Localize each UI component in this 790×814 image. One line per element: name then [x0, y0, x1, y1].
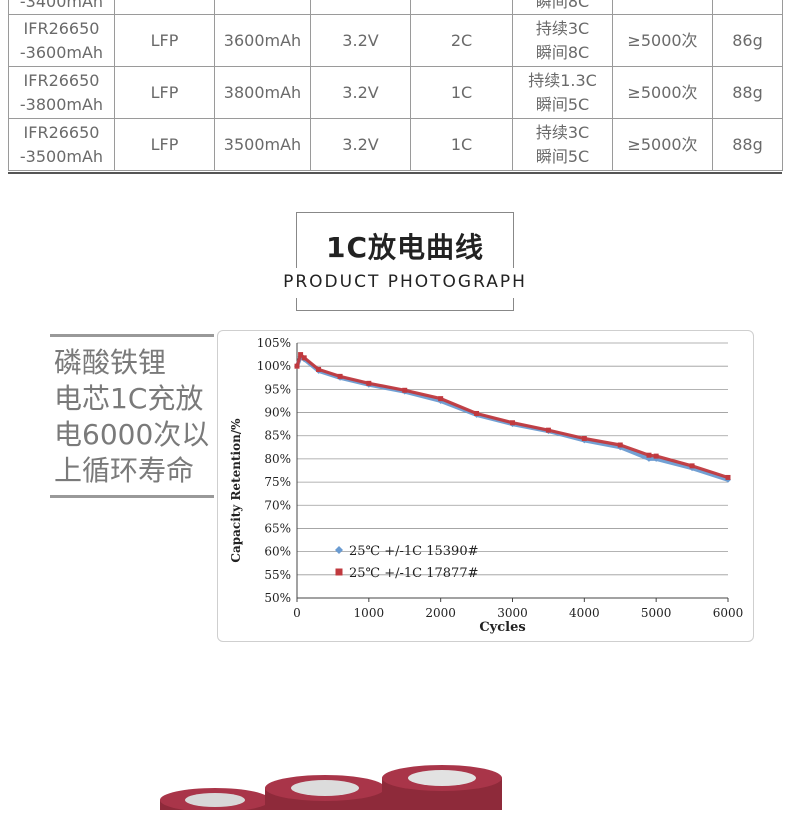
y-tick-label: 70%: [264, 498, 291, 512]
caption-line: 电芯1C充放: [54, 382, 204, 415]
material-cell: LFP: [114, 66, 215, 119]
table-cell: 瞬间8C: [512, 0, 613, 15]
x-tick-label: 4000: [569, 606, 600, 620]
y-tick-label: 85%: [264, 429, 291, 443]
y-tick-label: 90%: [264, 406, 291, 420]
y-tick-label: 95%: [264, 382, 291, 396]
capacity-chart: 50% 55% 60% 65% 70% 75% 80% 85% 90% 95% 100% 105% 0 1…: [217, 330, 754, 642]
table-row: IFR26650 -3800mAh LFP 3800mAh 3.2V 1C 持续1…: [8, 66, 783, 119]
model-cell: IFR26650 -3600mAh: [8, 14, 115, 67]
table-cell: [410, 0, 513, 15]
data-point: [474, 410, 480, 416]
y-axis-label: Capacity Retention/%: [229, 418, 243, 563]
model-cell: IFR26650 -3500mAh: [8, 118, 115, 171]
x-tick-label: 5000: [641, 606, 672, 620]
data-point: [653, 453, 659, 459]
max-rate-cell: 持续3C 瞬间5C: [512, 118, 613, 171]
data-point: [689, 463, 695, 469]
weight-cell: 88g: [712, 66, 783, 119]
model-cell: IFR26650 -3800mAh: [8, 66, 115, 119]
rate-cell: 1C: [410, 66, 513, 119]
data-point: [366, 380, 372, 386]
data-point: [725, 474, 731, 480]
side-caption: 磷酸铁锂 电芯1C充放 电6000次以 上循环寿命: [50, 334, 214, 498]
y-tick-label: 50%: [264, 591, 291, 605]
caption-line: 磷酸铁锂: [54, 346, 167, 379]
legend-label: 25℃ +/-1C 15390#: [349, 544, 478, 559]
battery-cell-left: [160, 788, 270, 814]
data-point: [581, 436, 587, 442]
max-rate-cell: 持续1.3C 瞬间5C: [512, 66, 613, 119]
data-point: [294, 363, 300, 369]
max-rate-cell: 持续3C 瞬间8C: [512, 14, 613, 67]
series-line: [295, 354, 729, 482]
cycles-cell: ≥5000次: [612, 118, 713, 171]
x-tick-label: 1000: [354, 606, 385, 620]
data-point: [438, 396, 444, 402]
spec-table: -3400mAh 瞬间8C IFR26650 -3600mAh LFP 3600m…: [8, 0, 783, 171]
table-row: IFR26650 -3600mAh LFP 3600mAh 3.2V 2C 持续3…: [8, 14, 783, 67]
x-axis-label: Cycles: [479, 620, 525, 635]
battery-photo: [150, 760, 550, 814]
voltage-cell: 3.2V: [310, 118, 411, 171]
weight-cell: 88g: [712, 118, 783, 171]
table-cell: [612, 0, 713, 15]
table-cell: [214, 0, 311, 15]
y-tick-label: 100%: [257, 359, 291, 373]
y-tick-label: 60%: [264, 545, 291, 559]
table-row: IFR26650 -3500mAh LFP 3500mAh 3.2V 1C 持续3…: [8, 118, 783, 171]
battery-cell-right: [382, 765, 502, 814]
data-point: [617, 442, 623, 448]
data-point: [298, 352, 304, 358]
y-tick-label: 105%: [257, 336, 291, 350]
y-tick-label: 80%: [264, 452, 291, 466]
voltage-cell: 3.2V: [310, 14, 411, 67]
table-cell: [310, 0, 411, 15]
table-cell: [114, 0, 215, 15]
x-tick-label: 2000: [425, 606, 456, 620]
y-tick-label: 55%: [264, 568, 291, 582]
cycles-cell: ≥5000次: [612, 66, 713, 119]
battery-cell-middle: [265, 775, 385, 814]
y-tick-label: 75%: [264, 475, 291, 489]
data-point: [316, 366, 322, 372]
table-cell: [712, 0, 783, 15]
legend-marker: [335, 568, 343, 576]
table-cell: -3400mAh: [8, 0, 115, 15]
data-point: [301, 355, 307, 361]
caption-line: 上循环寿命: [54, 454, 195, 487]
capacity-cell: 3600mAh: [214, 14, 311, 67]
data-point: [545, 427, 551, 433]
x-tick-label: 3000: [497, 606, 528, 620]
material-cell: LFP: [114, 14, 215, 67]
title-frame: [296, 212, 514, 311]
material-cell: LFP: [114, 118, 215, 171]
rate-cell: 2C: [410, 14, 513, 67]
capacity-cell: 3500mAh: [214, 118, 311, 171]
x-tick-label: 0: [293, 606, 301, 620]
section-subtitle: PRODUCT PHOTOGRAPH: [283, 272, 527, 292]
subtitle-background: [272, 268, 538, 298]
legend-marker: [335, 546, 343, 554]
chart-svg: 50% 55% 60% 65% 70% 75% 80% 85% 90% 95% 100% 105% 0 1…: [229, 336, 744, 635]
voltage-cell: 3.2V: [310, 66, 411, 119]
table-row: -3400mAh 瞬间8C: [8, 0, 783, 15]
rate-cell: 1C: [410, 118, 513, 171]
weight-cell: 86g: [712, 14, 783, 67]
battery-illustration: [160, 765, 502, 814]
data-point: [337, 373, 343, 379]
data-point: [646, 452, 652, 458]
legend-label: 25℃ +/-1C 17877#: [349, 566, 478, 581]
x-tick-label: 6000: [713, 606, 744, 620]
data-point: [510, 420, 515, 426]
table-bottom-rule: [8, 172, 782, 174]
data-point: [402, 387, 408, 393]
capacity-cell: 3800mAh: [214, 66, 311, 119]
y-tick-label: 65%: [264, 521, 291, 535]
section-title: 1C放电曲线: [325, 231, 485, 264]
cycles-cell: ≥5000次: [612, 14, 713, 67]
caption-line: 电6000次以: [54, 418, 210, 451]
